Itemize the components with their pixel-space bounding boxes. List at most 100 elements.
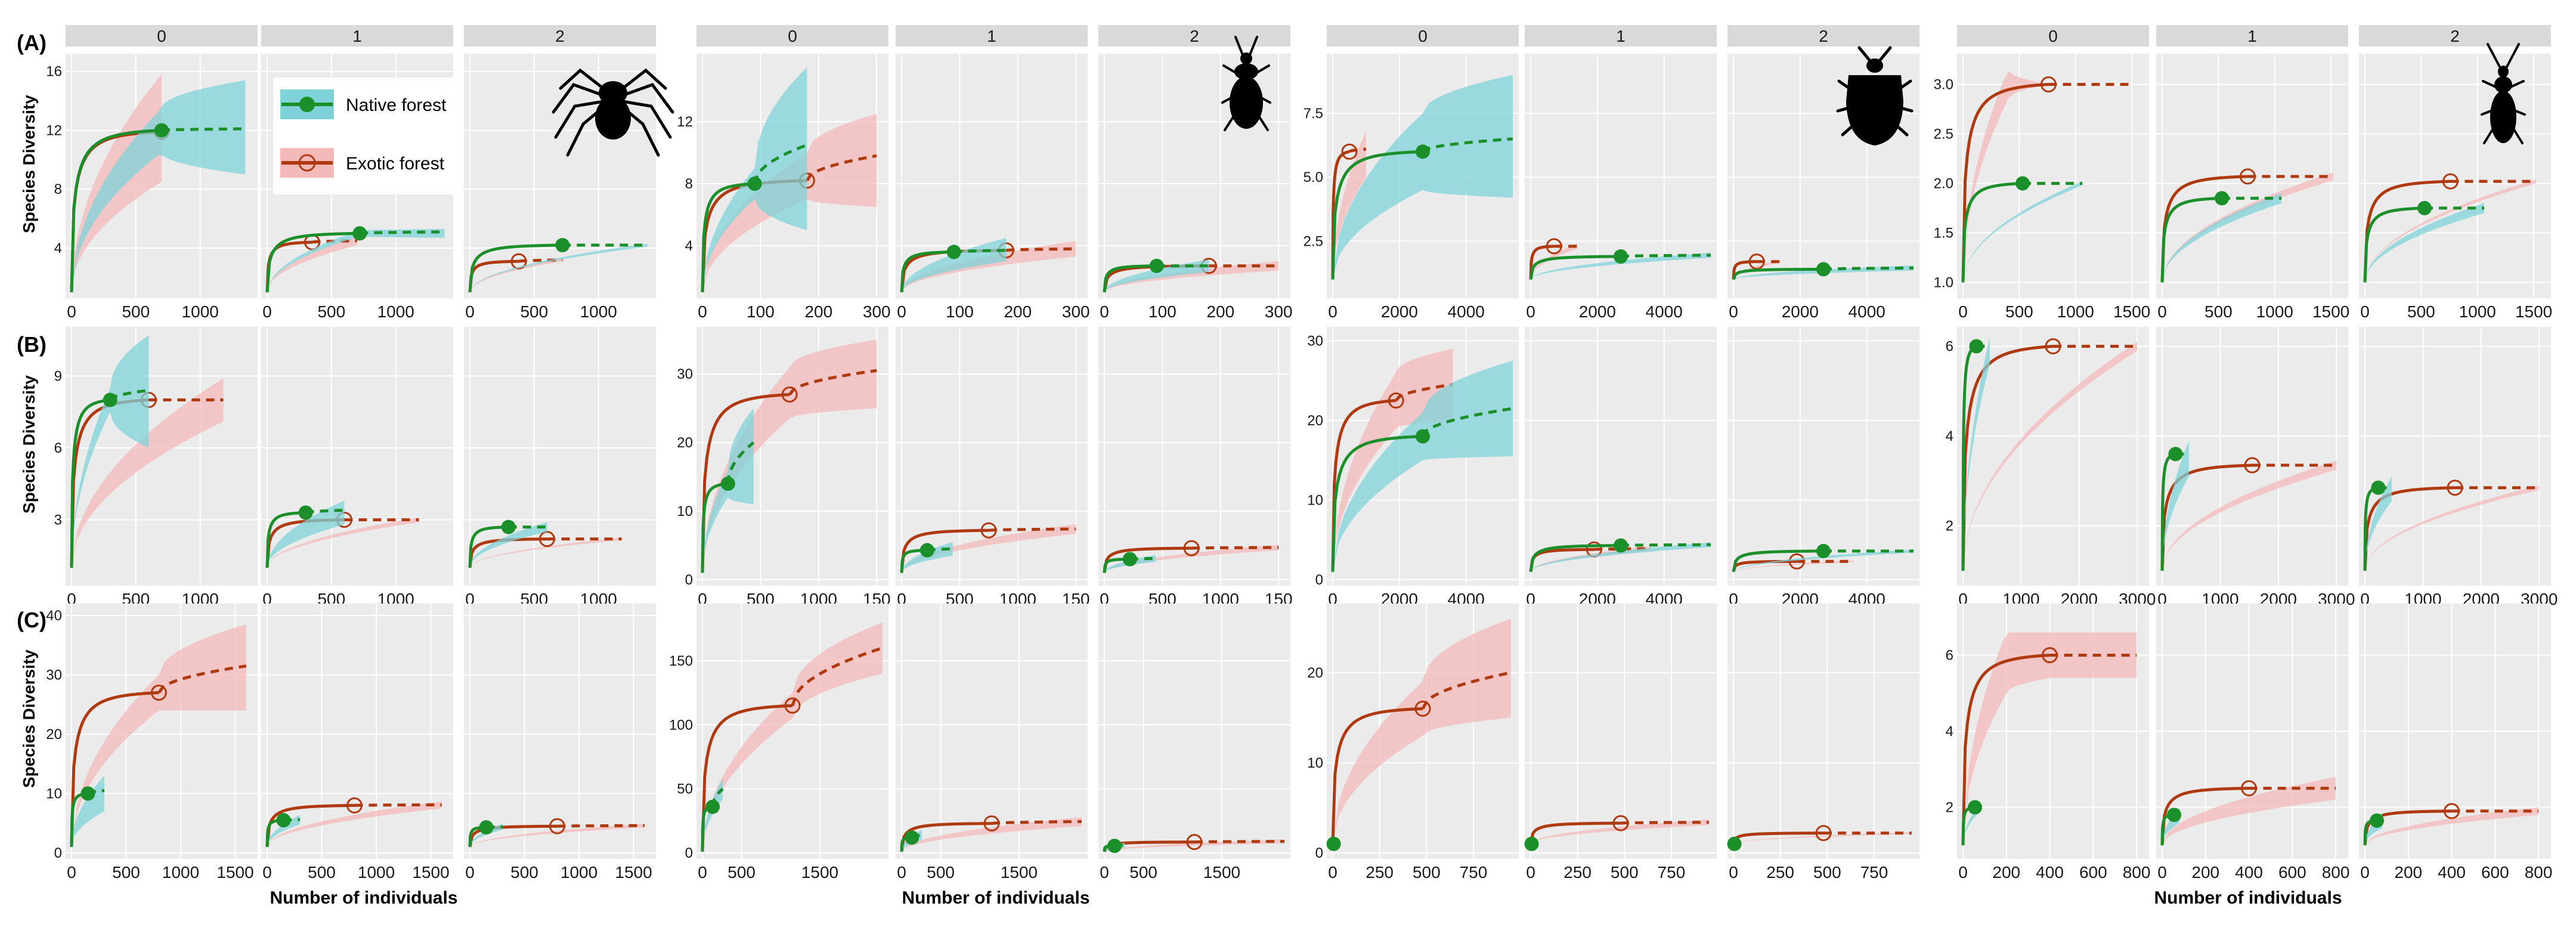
exotic-observed-point [1186, 834, 1203, 851]
facet-strip-label: 1 [987, 27, 996, 45]
y-tick-label: 50 [677, 781, 693, 797]
exotic-extrapolation-line [1395, 383, 1453, 402]
exotic-observed-point [2045, 338, 2061, 355]
exotic-rarefaction-line [1529, 548, 1594, 572]
y-tick-label: 1.5 [1934, 225, 1953, 241]
exotic-rarefaction-line [701, 704, 793, 852]
native-observed-point [1149, 258, 1164, 273]
x-tick-label: 800 [2322, 863, 2350, 882]
native-confidence-band [470, 243, 648, 292]
x-tick-label: 0 [897, 302, 906, 321]
exotic-extrapolation-line [791, 647, 883, 706]
exotic-confidence-band [267, 801, 442, 848]
y-tick-label: 30 [1307, 333, 1323, 349]
exotic-observed-point [510, 253, 527, 270]
ground-beetle-icon [1221, 36, 1271, 131]
y-tick-label: 0 [685, 572, 693, 588]
y-tick-label: 2 [1946, 800, 1953, 816]
x-tick-label: 0 [698, 863, 707, 882]
native-observed-point [705, 799, 720, 814]
x-tick-label: 0 [1328, 863, 1337, 882]
exotic-observed-point [2447, 480, 2463, 496]
exotic-observed-point [1388, 392, 1404, 409]
x-tick-label: 750 [1860, 863, 1888, 882]
native-rarefaction-line [2160, 196, 2222, 283]
x-tick-label: 500 [510, 863, 538, 882]
y-tick-label: 0 [685, 845, 693, 861]
exotic-observed-point [1612, 815, 1629, 831]
native-confidence-band [1531, 252, 1711, 280]
exotic-rarefaction-line [1529, 821, 1621, 845]
y-tick-label: 2.5 [1304, 233, 1323, 249]
exotic-confidence-band [1333, 348, 1453, 572]
native-observed-point [2215, 191, 2230, 206]
x-tick-label: 1500 [1203, 863, 1240, 882]
y-tick-label: 6 [1946, 339, 1953, 355]
x-tick-label: 0 [465, 302, 475, 321]
x-tick-label: 500 [122, 302, 150, 321]
x-tick-label: 500 [727, 863, 756, 882]
native-observed-point [2371, 480, 2386, 495]
exotic-rarefaction-line [70, 691, 159, 848]
x-tick-label: 1000 [162, 863, 199, 882]
x-tick-label: 500 [308, 863, 336, 882]
y-tick-label: 4 [685, 238, 693, 254]
exotic-observed-point [1341, 143, 1358, 160]
native-confidence-band [1333, 75, 1513, 280]
exotic-confidence-band [470, 824, 645, 848]
facet-strip-label: 0 [2048, 27, 2058, 45]
facet-strip [1525, 25, 1717, 47]
exotic-confidence-band [72, 624, 246, 848]
x-tick-label: 1500 [216, 863, 253, 882]
exotic-extrapolation-line [1620, 821, 1709, 825]
y-tick-label: 20 [46, 726, 62, 743]
x-tick-label: 1500 [2515, 302, 2552, 321]
x-tick-label: 500 [1611, 863, 1639, 882]
x-tick-label: 1000 [580, 302, 617, 321]
native-extrapolation-line [1421, 407, 1513, 438]
panel-background [1957, 54, 2149, 298]
exotic-observed-point [1815, 825, 1832, 842]
x-tick-label: 1000 [2459, 302, 2496, 321]
x-tick-label: 200 [1992, 863, 2020, 882]
row-label-b: (B) [17, 332, 47, 357]
y-tick-label: 40 [46, 608, 62, 624]
native-extrapolation-line [1823, 266, 1914, 271]
x-tick-label: 200 [1004, 302, 1032, 321]
x-tick-label: 800 [2123, 863, 2151, 882]
facet-strip-label: 2 [1819, 27, 1828, 45]
y-tick-label: 0 [54, 845, 62, 861]
native-confidence-band [72, 775, 104, 848]
x-tick-label: 100 [946, 302, 974, 321]
exotic-extrapolation-line [1421, 671, 1512, 710]
facet-strip-label: 0 [788, 27, 797, 45]
native-observed-point [80, 786, 95, 801]
native-observed-point [2417, 200, 2432, 215]
x-tick-label: 600 [2481, 863, 2509, 882]
facet-strip [696, 25, 888, 47]
facet-strip-label: 2 [1190, 27, 1199, 45]
x-tick-label: 1000 [561, 863, 597, 882]
exotic-rarefaction-line [2160, 175, 2248, 283]
native-observed-point [1727, 836, 1742, 851]
facet-strip-label: 2 [2450, 27, 2460, 45]
x-tick-label: 1000 [358, 863, 395, 882]
exotic-rarefaction-line [701, 393, 790, 573]
exotic-rarefaction-line [2363, 180, 2451, 283]
legend-label-exotic: Exotic forest [346, 154, 445, 174]
native-observed-point [1969, 339, 1984, 354]
x-tick-label: 0 [1100, 302, 1109, 321]
x-tick-label: 1500 [412, 863, 449, 882]
exotic-confidence-band [1531, 820, 1709, 844]
exotic-observed-point [784, 697, 801, 714]
x-tick-label: 400 [2438, 863, 2466, 882]
exotic-rarefaction-line [1732, 260, 1757, 280]
exotic-confidence-band [1104, 261, 1279, 292]
legend-label-native: Native forest [346, 95, 447, 115]
exotic-confidence-band [470, 258, 563, 292]
x-tick-label: 1500 [615, 863, 652, 882]
native-observed-point [1816, 543, 1831, 558]
y-tick-label: 8 [685, 176, 693, 192]
native-observed-point [747, 177, 762, 191]
